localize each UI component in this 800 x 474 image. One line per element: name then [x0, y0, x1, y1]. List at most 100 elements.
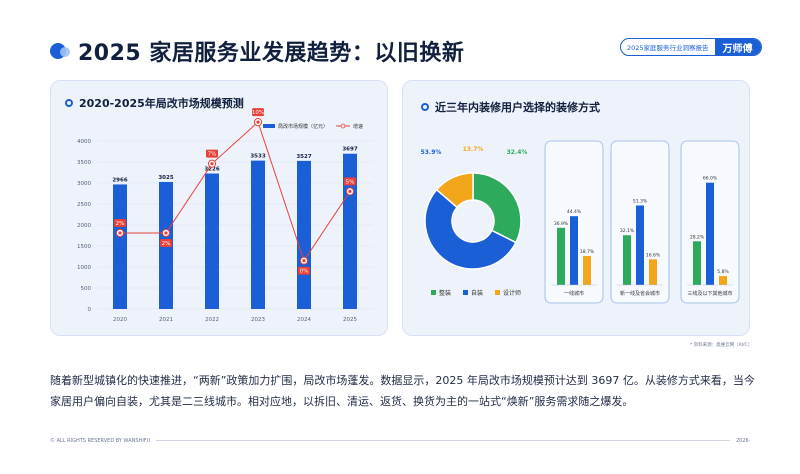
growth-label: 5% — [346, 179, 355, 185]
city-bar-label: 28.2% — [690, 234, 705, 240]
report-label: 2025家庭服务行业洞察报告 — [627, 44, 709, 52]
brand-logo: 万师傅 — [714, 39, 761, 55]
renovation-mode-card-title: 近三年内装修用户选择的装修方式 — [421, 99, 600, 115]
growth-label: 2% — [162, 241, 171, 247]
x-tick-label: 2024 — [297, 317, 311, 323]
ring-bullet-icon — [65, 99, 73, 107]
body-paragraph: 随着新型城镇化的快速推进，“两新”政策加力扩围，局改市场蓬发。数据显示，2025… — [50, 374, 755, 408]
bar-value-label: 2966 — [112, 177, 127, 183]
city-bar-label: 5.8% — [717, 269, 729, 275]
x-tick-label: 2025 — [343, 317, 357, 323]
data-source: * 资料来源：奥维云网（AVC） — [690, 343, 753, 348]
renovation-mode-chart: 32.4% 53.9% 13.7% 整装 自装 设计师 36.9% 44.4% 18.7% 一线城… — [421, 140, 740, 304]
y-tick-label: 500 — [81, 286, 92, 292]
city-bar-label: 32.1% — [620, 228, 635, 234]
y-tick-label: 3500 — [77, 160, 91, 166]
growth-label-bg — [252, 108, 264, 117]
city-bar — [636, 205, 644, 285]
pie-legend-label: 自装 — [471, 289, 483, 297]
y-tick-label: 2500 — [77, 202, 91, 208]
legend-bar-label: 局改市场规模（亿元） — [278, 123, 328, 130]
city-panel-label: 新一线及省会城市 — [620, 290, 660, 297]
pie-legend-label: 整装 — [439, 289, 451, 297]
city-panel-label: 一线城市 — [564, 290, 584, 297]
growth-label: 10% — [252, 110, 264, 116]
footer-divider — [50, 440, 750, 441]
pie-value-label: 13.7% — [463, 146, 484, 153]
y-tick-label: 4000 — [77, 139, 91, 145]
growth-point-core — [118, 231, 122, 235]
city-bar — [649, 259, 657, 285]
growth-label-bg — [206, 149, 218, 158]
bar-value-label: 3226 — [204, 167, 219, 173]
market-size-chart: 0 500 1000 1500 2000 2500 3000 3500 4000 2966 2020… — [77, 108, 373, 323]
growth-label: 2% — [116, 221, 125, 227]
city-bar-label: 66.0% — [703, 176, 718, 182]
page-title: 2025 家居服务业发展趋势：以旧换新 — [78, 41, 465, 66]
growth-label: 0% — [300, 269, 309, 275]
bar — [113, 184, 127, 309]
city-bar — [557, 227, 565, 285]
city-bar-label: 16.6% — [646, 252, 661, 258]
city-bar — [719, 276, 727, 285]
y-tick-label: 2000 — [77, 223, 91, 229]
pie-slice — [472, 172, 522, 244]
pie-value-label: 32.4% — [507, 149, 528, 156]
bar — [343, 153, 357, 309]
pie-legend-swatch — [431, 290, 436, 295]
y-tick-label: 1500 — [77, 244, 91, 250]
renovation-mode-title-text: 近三年内装修用户选择的装修方式 — [435, 101, 600, 114]
bar — [297, 160, 311, 309]
pie-value-label: 53.9% — [421, 149, 442, 156]
pie-legend-label: 设计师 — [503, 289, 521, 297]
footer-copyright: © ALL RIGHTS RESERVED BY WANSHIFU — [50, 438, 157, 444]
growth-label-bg — [344, 177, 356, 186]
bar — [251, 160, 265, 309]
city-panel-label: 三线及以下其他城市 — [687, 290, 732, 297]
title-dots-icon — [50, 41, 70, 61]
growth-point-core — [256, 120, 260, 124]
growth-point-core — [348, 189, 352, 193]
y-tick-label: 1000 — [77, 265, 91, 271]
y-tick-label: 0 — [88, 307, 92, 313]
bar — [205, 173, 219, 309]
growth-label-bg — [298, 266, 310, 275]
bar-value-label: 3025 — [158, 175, 173, 181]
growth-point-core — [164, 231, 168, 235]
market-size-title-text: 2020-2025年局改市场规模预测 — [79, 97, 244, 110]
growth-label-bg — [160, 238, 172, 247]
city-bar-label: 51.3% — [633, 198, 648, 204]
city-bar — [583, 256, 591, 285]
city-bar — [706, 182, 714, 285]
legend-line-marker — [340, 123, 346, 129]
city-bar — [623, 235, 631, 285]
pie-slice — [424, 188, 517, 270]
x-tick-label: 2021 — [159, 317, 173, 323]
city-bar-label: 44.4% — [567, 209, 582, 215]
growth-point-core — [210, 162, 214, 166]
growth-label-bg — [114, 218, 126, 227]
growth-point-core — [302, 259, 306, 263]
city-bar-label: 36.9% — [554, 221, 569, 227]
x-tick-label: 2022 — [205, 317, 219, 323]
growth-line — [120, 121, 351, 262]
pie-legend-swatch — [463, 290, 468, 295]
legend-line-label: 增速 — [353, 123, 363, 130]
ring-bullet-icon — [421, 103, 429, 111]
renovation-mode-card: 近三年内装修用户选择的装修方式 32.4% 53.9% 13.7% 整装 自装 设计师 36… — [402, 80, 750, 336]
city-bar — [570, 216, 578, 285]
x-tick-label: 2023 — [251, 317, 265, 323]
city-bar-label: 18.7% — [580, 249, 595, 255]
y-tick-label: 3000 — [77, 181, 91, 187]
title-row: 2025 家居服务业发展趋势：以旧换新 — [50, 34, 464, 68]
legend-bar-swatch — [263, 124, 275, 128]
market-size-card: 2020-2025年局改市场规模预测 0 500 1000 1500 2000 2500 3… — [50, 80, 388, 336]
growth-label: 7% — [208, 152, 217, 158]
city-bar — [693, 241, 701, 285]
pie-slice — [435, 172, 474, 209]
x-tick-label: 2020 — [113, 317, 127, 323]
bar-value-label: 3533 — [250, 154, 265, 160]
footer-year: 2026 — [730, 438, 749, 444]
bar-value-label: 3527 — [296, 154, 311, 160]
